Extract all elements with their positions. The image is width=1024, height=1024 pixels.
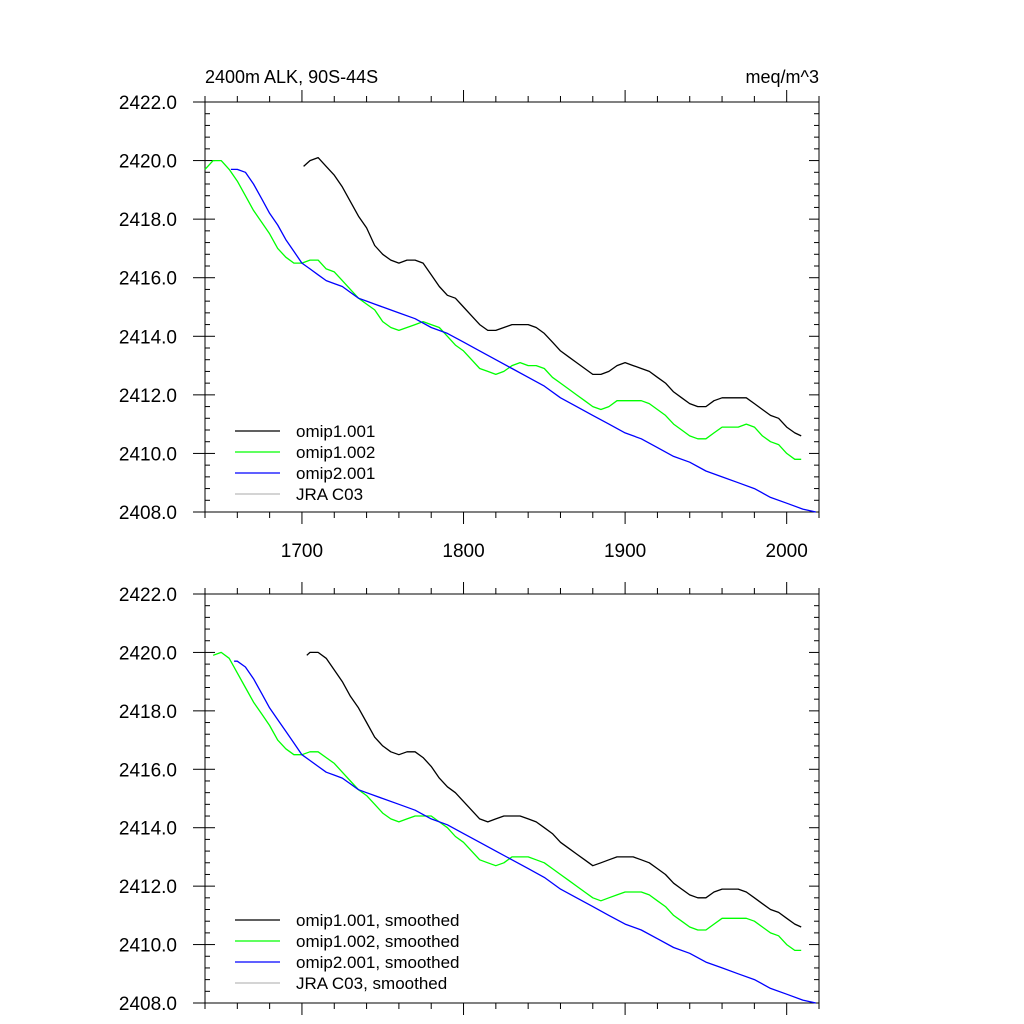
legend-label: omip1.002, smoothed — [296, 932, 460, 951]
y-tick-label: 2408.0 — [119, 503, 177, 524]
top-panel: 2408.0 2410.0 2412.0 2414.0 2416.0 2418.0 2420… — [119, 90, 820, 562]
legend-label: omip1.002 — [296, 443, 375, 462]
y-tick-label: 2422.0 — [119, 585, 177, 606]
series-line — [204, 159, 802, 460]
x-tick-label: 2000 — [766, 541, 808, 562]
legend-label: omip1.001, smoothed — [296, 911, 460, 930]
y-tick-label: 2416.0 — [119, 269, 177, 290]
y-tick-label: 2414.0 — [119, 819, 177, 840]
y-tick-label: 2412.0 — [119, 877, 177, 898]
y-tick-label: 2410.0 — [119, 936, 177, 957]
y-tick-label: 2410.0 — [119, 444, 177, 465]
legend-label: JRA C03 — [296, 485, 363, 504]
series-line — [303, 156, 802, 437]
y-tick-label: 2418.0 — [119, 210, 177, 231]
x-tick-label: 1800 — [442, 541, 484, 562]
chart-title: 2400m ALK, 90S-44S — [205, 67, 378, 87]
series-line — [230, 168, 816, 513]
series-line — [306, 651, 802, 928]
bottom-panel: 2408.0 2410.0 2412.0 2414.0 2416.0 2418.0 2420… — [119, 582, 820, 1015]
series-line — [234, 660, 816, 1004]
y-tick-label: 2414.0 — [119, 327, 177, 348]
y-tick-label: 2408.0 — [119, 994, 177, 1015]
legend-label: JRA C03, smoothed — [296, 974, 447, 993]
y-tick-label: 2418.0 — [119, 702, 177, 723]
y-tick-label: 2416.0 — [119, 760, 177, 781]
units-label: meq/m^3 — [746, 67, 819, 87]
y-tick-label: 2420.0 — [119, 152, 177, 173]
x-tick-label: 1900 — [604, 541, 646, 562]
plot-frame — [204, 101, 820, 513]
legend-label: omip1.001 — [296, 422, 375, 441]
plot-frame — [204, 593, 820, 1004]
y-tick-label: 2412.0 — [119, 386, 177, 407]
y-tick-label: 2420.0 — [119, 643, 177, 664]
legend-label: omip2.001 — [296, 464, 375, 483]
x-tick-label: 1700 — [281, 541, 323, 562]
series-line — [212, 651, 802, 952]
legend-label: omip2.001, smoothed — [296, 953, 460, 972]
y-tick-label: 2422.0 — [119, 93, 177, 114]
